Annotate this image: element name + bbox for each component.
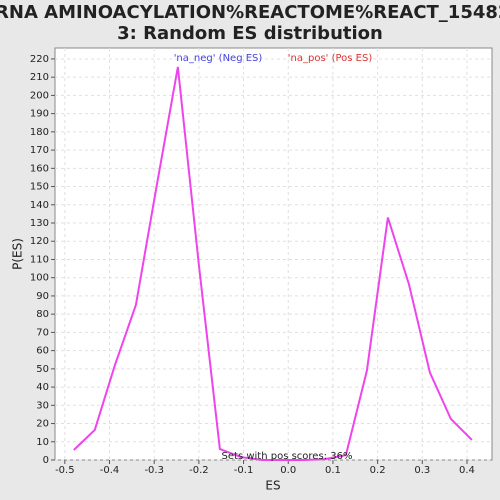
- x-tick-label: 0.1: [325, 465, 341, 476]
- x-tick-label: -0.5: [55, 465, 75, 476]
- y-tick-label: 110: [30, 254, 49, 265]
- y-tick-label: 60: [36, 346, 49, 357]
- y-tick-label: 180: [30, 127, 49, 138]
- y-tick-label: 80: [36, 309, 49, 320]
- y-axis-label: P(ES): [11, 238, 25, 270]
- y-tick-label: 40: [36, 382, 49, 393]
- es-line: [73, 66, 473, 461]
- y-tick-label: 210: [30, 72, 49, 83]
- x-tick-label: -0.3: [144, 465, 164, 476]
- y-tick-label: 120: [30, 236, 49, 247]
- y-tick-label: 70: [36, 327, 49, 338]
- y-tick-label: 170: [30, 145, 49, 156]
- legend-neg: 'na_neg' (Neg ES): [174, 53, 263, 64]
- x-tick-label: 0.4: [459, 465, 475, 476]
- y-tick-label: 220: [30, 54, 49, 65]
- legend-pos: 'na_pos' (Pos ES): [288, 53, 373, 64]
- chart-title: TRNA AMINOACYLATION%REACTOME%REACT_15482…: [0, 2, 500, 23]
- y-tick-label: 200: [30, 90, 49, 101]
- y-tick-label: 50: [36, 364, 49, 375]
- y-tick-label: 100: [30, 273, 49, 284]
- y-tick-label: 10: [36, 437, 49, 448]
- y-tick-label: 130: [30, 218, 49, 229]
- y-tick-label: 90: [36, 291, 49, 302]
- y-tick-label: 160: [30, 163, 49, 174]
- x-tick-label: -0.2: [189, 465, 209, 476]
- y-tick-label: 30: [36, 400, 49, 411]
- x-tick-label: 0.3: [414, 465, 430, 476]
- annotation: Sets with pos scores: 36%: [222, 451, 353, 462]
- chart-subtitle: 3: Random ES distribution: [117, 23, 383, 44]
- y-tick-label: 190: [30, 109, 49, 120]
- y-tick-label: 0: [43, 455, 49, 466]
- x-tick-label: -0.4: [100, 465, 120, 476]
- y-tick-label: 150: [30, 182, 49, 193]
- plot-area: [54, 47, 493, 461]
- x-tick-label: -0.1: [234, 465, 254, 476]
- x-tick-label: 0.0: [280, 465, 296, 476]
- x-axis-label: ES: [265, 479, 280, 493]
- y-tick-label: 20: [36, 419, 49, 430]
- x-tick-label: 0.2: [370, 465, 386, 476]
- y-tick-label: 140: [30, 200, 49, 211]
